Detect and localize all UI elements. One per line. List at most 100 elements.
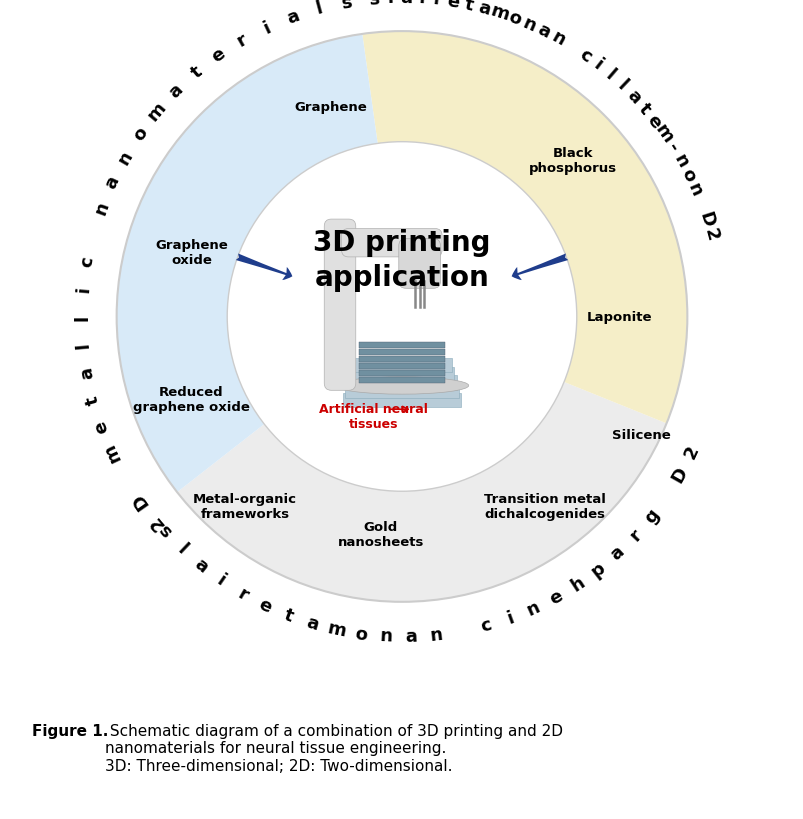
Text: e: e xyxy=(446,0,460,12)
FancyBboxPatch shape xyxy=(351,359,452,373)
Text: a: a xyxy=(304,613,320,634)
Text: a: a xyxy=(405,627,418,645)
Text: -: - xyxy=(662,139,682,155)
Text: n: n xyxy=(548,28,568,50)
Text: Silicene: Silicene xyxy=(611,428,670,441)
Text: Metal-organic
frameworks: Metal-organic frameworks xyxy=(193,492,296,520)
Text: n: n xyxy=(114,147,136,167)
Text: r: r xyxy=(234,30,251,51)
Text: t: t xyxy=(84,393,103,406)
Text: m: m xyxy=(325,619,347,640)
Text: r: r xyxy=(625,526,644,545)
Text: a: a xyxy=(399,0,412,7)
Text: 2: 2 xyxy=(146,512,168,533)
Text: Graphene: Graphene xyxy=(294,101,367,113)
Text: s: s xyxy=(340,0,353,12)
FancyBboxPatch shape xyxy=(358,350,445,355)
Text: Figure 1.: Figure 1. xyxy=(32,723,108,738)
FancyBboxPatch shape xyxy=(358,364,445,369)
Text: t: t xyxy=(463,0,475,15)
Text: t: t xyxy=(634,100,653,118)
Text: 2: 2 xyxy=(699,226,720,242)
FancyBboxPatch shape xyxy=(358,371,445,377)
Text: n: n xyxy=(429,625,443,644)
Text: i: i xyxy=(418,0,425,7)
Wedge shape xyxy=(362,32,687,424)
Text: n: n xyxy=(524,597,543,619)
Text: Schematic diagram of a combination of 3D printing and 2D
nanomaterials for neura: Schematic diagram of a combination of 3D… xyxy=(104,723,562,773)
Text: t: t xyxy=(280,605,295,625)
Text: m: m xyxy=(144,99,170,124)
FancyBboxPatch shape xyxy=(343,393,460,407)
FancyBboxPatch shape xyxy=(349,368,454,382)
Text: r: r xyxy=(432,0,442,9)
FancyBboxPatch shape xyxy=(344,385,459,399)
Text: n: n xyxy=(683,180,705,199)
Text: m: m xyxy=(487,2,511,25)
Text: D: D xyxy=(695,210,716,229)
Text: s: s xyxy=(154,521,174,541)
Text: e: e xyxy=(208,45,229,66)
FancyBboxPatch shape xyxy=(347,376,456,390)
Text: c: c xyxy=(77,255,97,269)
Text: D: D xyxy=(668,464,691,486)
Text: Artificial neural
tissues: Artificial neural tissues xyxy=(319,403,427,431)
Text: r: r xyxy=(234,584,251,604)
Text: p: p xyxy=(587,558,608,580)
Text: i: i xyxy=(503,608,516,627)
Text: m: m xyxy=(100,440,124,464)
FancyBboxPatch shape xyxy=(398,239,440,289)
Text: l: l xyxy=(613,77,630,94)
Text: s: s xyxy=(368,0,380,8)
Text: l: l xyxy=(601,66,618,84)
FancyBboxPatch shape xyxy=(358,356,445,363)
Text: o: o xyxy=(129,124,151,144)
Text: n: n xyxy=(379,627,393,645)
FancyBboxPatch shape xyxy=(358,378,445,383)
Text: a: a xyxy=(101,173,123,192)
Text: a: a xyxy=(165,81,186,102)
Text: c: c xyxy=(575,45,594,66)
Text: a: a xyxy=(606,542,627,563)
Text: i: i xyxy=(589,56,605,74)
Text: e: e xyxy=(546,586,565,608)
Text: e: e xyxy=(255,595,274,616)
Text: Reduced
graphene oxide: Reduced graphene oxide xyxy=(133,385,250,413)
Text: 3D printing: 3D printing xyxy=(313,229,490,256)
Text: a: a xyxy=(77,365,97,380)
Text: t: t xyxy=(187,63,206,82)
Text: n: n xyxy=(91,199,112,217)
Text: a: a xyxy=(190,554,211,576)
Text: application: application xyxy=(314,264,489,292)
Text: i: i xyxy=(260,18,273,37)
FancyBboxPatch shape xyxy=(324,219,356,391)
Text: a: a xyxy=(534,20,553,42)
Text: l: l xyxy=(75,341,92,349)
Text: c: c xyxy=(478,615,493,635)
Text: l: l xyxy=(314,0,324,18)
Text: Graphene
oxide: Graphene oxide xyxy=(155,239,227,267)
Text: l: l xyxy=(73,314,92,320)
Text: h: h xyxy=(567,572,587,595)
Text: Gold
nanosheets: Gold nanosheets xyxy=(337,520,423,549)
Text: a: a xyxy=(283,7,301,28)
Text: l: l xyxy=(173,540,190,557)
Text: a: a xyxy=(476,0,492,19)
Circle shape xyxy=(227,143,576,491)
Text: o: o xyxy=(506,8,524,29)
Text: i: i xyxy=(75,286,92,293)
Text: a: a xyxy=(622,87,643,107)
FancyBboxPatch shape xyxy=(341,229,442,258)
Text: e: e xyxy=(642,111,664,132)
Text: l: l xyxy=(386,0,393,7)
Text: n: n xyxy=(520,14,539,35)
Text: i: i xyxy=(214,571,229,590)
Text: D: D xyxy=(128,489,152,511)
Text: m: m xyxy=(650,121,675,147)
Text: o: o xyxy=(677,165,698,184)
Text: n: n xyxy=(669,151,691,171)
Text: Laponite: Laponite xyxy=(586,310,651,324)
Wedge shape xyxy=(116,35,402,492)
Ellipse shape xyxy=(335,378,468,395)
Text: o: o xyxy=(353,624,368,644)
